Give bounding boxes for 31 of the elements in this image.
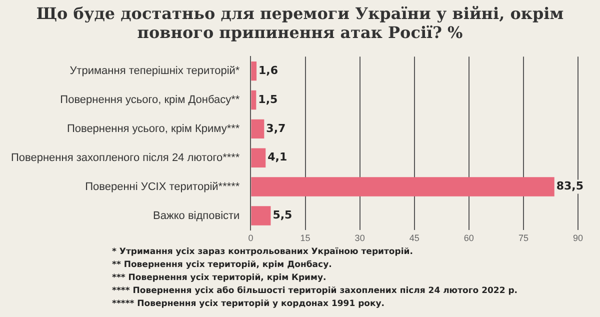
y-tick-label: Утримання теперішніх територій* xyxy=(70,65,240,78)
x-tick-label: 45 xyxy=(409,233,420,244)
bar xyxy=(251,90,256,110)
bar xyxy=(251,206,271,226)
data-label: 4,1 xyxy=(268,150,288,164)
y-tick-label: Повернення захопленого після 24 лютого**** xyxy=(10,152,240,164)
y-tick-label: Повернення усього, крім Криму*** xyxy=(66,122,240,135)
data-label: 3,7 xyxy=(266,122,286,135)
x-tick-label: 75 xyxy=(518,233,528,244)
data-label: 1,5 xyxy=(258,92,278,106)
text: ** Повернення усіх територій, крім Донбасу. xyxy=(112,259,333,272)
x-tick-label: 0 xyxy=(248,233,254,244)
x-tick-label: 60 xyxy=(464,233,474,244)
data-label: 1,6 xyxy=(258,64,278,77)
text: * Утримання усіх зараз контрольованих Україною територій. xyxy=(112,246,414,259)
chart-title: Що буде достатньо для перемоги України у війні, окрім повного припинення атак Росії? % xyxy=(35,3,565,44)
text: ***** Повернення усіх територій у кордонах 1991 року. xyxy=(112,298,386,311)
text: **** Повернення усіх або більшості територій захоплених після 24 лютого 2022 р. xyxy=(112,285,518,298)
x-tick-label: 30 xyxy=(354,233,365,244)
data-label: 83,5 xyxy=(556,180,584,193)
y-tick-label: Поверенні УСІХ територій***** xyxy=(85,180,240,193)
bar xyxy=(251,61,257,81)
data-label: 5,5 xyxy=(272,208,292,222)
text: *** Повернення усіх територій, крім Криму. xyxy=(112,272,328,285)
x-tick-label: 90 xyxy=(572,233,584,244)
bar xyxy=(251,177,554,196)
y-tick-label: Повернення усього, крім Донбасу** xyxy=(60,94,240,106)
x-tick-label: 15 xyxy=(300,233,310,244)
bar xyxy=(251,119,264,139)
bar xyxy=(251,148,266,168)
y-tick-label: Важко відповісти xyxy=(153,210,240,222)
